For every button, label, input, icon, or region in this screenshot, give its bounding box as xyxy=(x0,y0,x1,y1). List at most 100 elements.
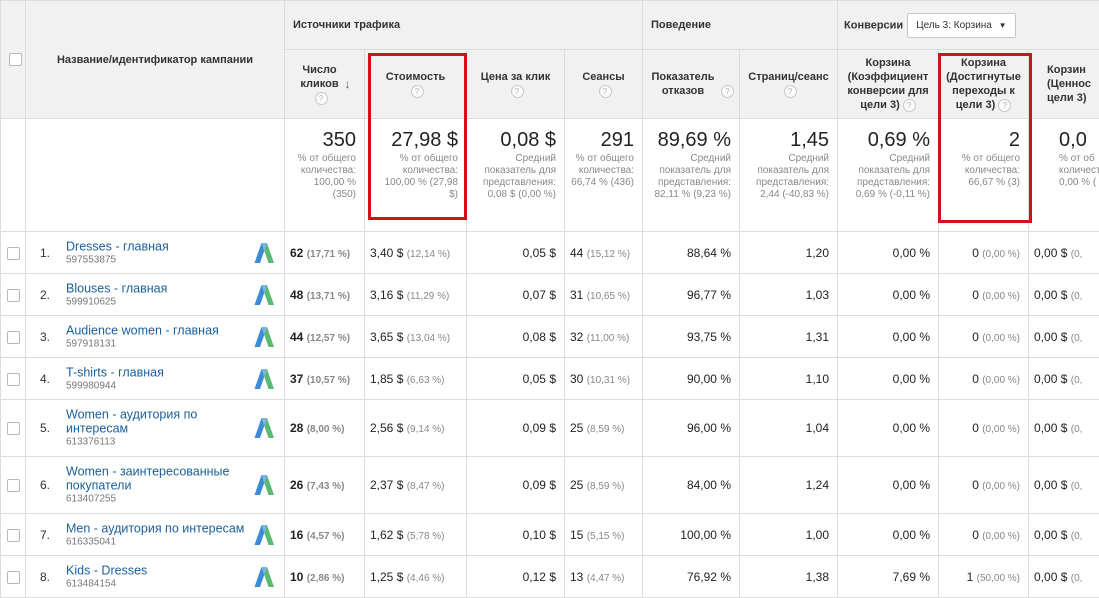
value-pct: (0, xyxy=(1071,531,1083,542)
bounce-value: 100,00 % xyxy=(680,528,731,542)
value-cell: 0,00 $ (0, xyxy=(1029,358,1099,400)
campaign-column-header[interactable]: Название/идентификатор кампании xyxy=(26,1,285,119)
total-cost-sub: % от общего количества: 100,00 % (27,98 … xyxy=(369,153,458,201)
row-index: 5. xyxy=(40,421,50,435)
row-checkbox-cell[interactable] xyxy=(1,232,26,274)
col-completions[interactable]: Корзина (Достигнутые переходы к цели 3)? xyxy=(939,50,1029,119)
campaign-id: 599910625 xyxy=(66,296,261,308)
campaign-id: 616335041 xyxy=(66,536,261,548)
totals-row: 350% от общего количества: 100,00 % (350… xyxy=(1,119,1099,232)
completions-cell: 0 (0,00 %) xyxy=(939,232,1029,274)
completions-value: 0 xyxy=(972,246,979,260)
conv-cell: 7,69 % xyxy=(838,556,939,598)
row-checkbox[interactable] xyxy=(7,247,20,260)
total-cost-value: 27,98 $ xyxy=(369,129,458,151)
cost-cell: 3,16 $ (11,29 %) xyxy=(365,274,467,316)
row-checkbox-cell[interactable] xyxy=(1,556,26,598)
clicks-cell: 48 (13,71 %) xyxy=(285,274,365,316)
campaign-link[interactable]: Blouses - главная xyxy=(66,281,261,295)
campaign-link[interactable]: T-shirts - главная xyxy=(66,365,261,379)
clicks-value: 16 xyxy=(290,528,303,542)
col-conv-rate[interactable]: Корзина (Коэффициент конверсии для цели … xyxy=(838,50,939,119)
row-checkbox-cell[interactable] xyxy=(1,457,26,514)
completions-cell: 0 (0,00 %) xyxy=(939,400,1029,457)
help-icon[interactable]: ? xyxy=(784,85,797,98)
goal-select[interactable]: Цель 3: Корзина ▼ xyxy=(907,13,1015,38)
row-checkbox[interactable] xyxy=(7,529,20,542)
campaign-id: 597553875 xyxy=(66,254,261,266)
row-checkbox-cell[interactable] xyxy=(1,400,26,457)
bounce-value: 93,75 % xyxy=(687,330,731,344)
conv-value: 0,00 % xyxy=(893,372,930,386)
select-all-cell[interactable] xyxy=(1,1,26,119)
clicks-cell: 44 (12,57 %) xyxy=(285,316,365,358)
value-value: 0,00 $ xyxy=(1034,478,1067,492)
value-value: 0,00 $ xyxy=(1034,372,1067,386)
campaign-link[interactable]: Kids - Dresses xyxy=(66,563,261,577)
cost-pct: (13,04 %) xyxy=(407,333,450,344)
help-icon[interactable]: ? xyxy=(903,99,916,112)
col-pages[interactable]: Страниц/сеанс? xyxy=(740,50,838,119)
col-cpc[interactable]: Цена за клик? xyxy=(467,50,565,119)
help-icon[interactable]: ? xyxy=(599,85,612,98)
row-checkbox[interactable] xyxy=(7,289,20,302)
row-checkbox[interactable] xyxy=(7,373,20,386)
sort-arrow-down-icon[interactable]: ↓ xyxy=(345,77,351,91)
row-checkbox-cell[interactable] xyxy=(1,514,26,556)
bounce-value: 96,77 % xyxy=(687,288,731,302)
campaign-link[interactable]: Men - аудитория по интересам xyxy=(66,521,261,535)
value-cell: 0,00 $ (0, xyxy=(1029,400,1099,457)
sessions-value: 25 xyxy=(570,421,583,435)
col-bounce[interactable]: Показатель отказов? xyxy=(643,50,740,119)
total-sessions-value: 291 xyxy=(569,129,634,151)
bounce-cell: 90,00 % xyxy=(643,358,740,400)
cost-value: 1,85 $ xyxy=(370,372,403,386)
clicks-pct: (17,71 %) xyxy=(307,249,350,260)
col-clicks[interactable]: Число кликов? ↓ xyxy=(285,50,365,119)
completions-cell: 0 (0,00 %) xyxy=(939,358,1029,400)
bounce-value: 96,00 % xyxy=(687,421,731,435)
help-icon[interactable]: ? xyxy=(411,85,424,98)
row-checkbox-cell[interactable] xyxy=(1,274,26,316)
col-sessions[interactable]: Сеансы? xyxy=(565,50,643,119)
row-checkbox[interactable] xyxy=(7,571,20,584)
campaign-link[interactable]: Audience women - главная xyxy=(66,323,261,337)
help-icon[interactable]: ? xyxy=(721,85,734,98)
campaign-link[interactable]: Dresses - главная xyxy=(66,239,261,253)
total-cost: 27,98 $% от общего количества: 100,00 % … xyxy=(365,119,467,232)
help-icon[interactable]: ? xyxy=(998,99,1011,112)
clicks-value: 28 xyxy=(290,421,303,435)
col-cost[interactable]: Стоимость? xyxy=(365,50,467,119)
row-checkbox[interactable] xyxy=(7,422,20,435)
clicks-cell: 16 (4,57 %) xyxy=(285,514,365,556)
select-all-checkbox[interactable] xyxy=(9,53,22,66)
sessions-pct: (11,00 %) xyxy=(587,333,630,344)
campaign-link[interactable]: Women - аудитория по интересам xyxy=(66,408,261,436)
row-checkbox-cell[interactable] xyxy=(1,358,26,400)
value-cell: 0,00 $ (0, xyxy=(1029,556,1099,598)
help-icon[interactable]: ? xyxy=(511,85,524,98)
sessions-value: 25 xyxy=(570,478,583,492)
help-icon[interactable]: ? xyxy=(315,92,328,105)
row-checkbox[interactable] xyxy=(7,331,20,344)
cpc-value: 0,09 $ xyxy=(523,478,556,492)
col-value[interactable]: Корзин (Ценнос цели 3) xyxy=(1029,50,1099,119)
row-checkbox-cell[interactable] xyxy=(1,316,26,358)
row-checkbox[interactable] xyxy=(7,479,20,492)
campaign-link[interactable]: Women - заинтересованные покупатели xyxy=(66,465,261,493)
clicks-pct: (12,57 %) xyxy=(307,333,350,344)
completions-cell: 0 (0,00 %) xyxy=(939,514,1029,556)
bounce-cell: 96,00 % xyxy=(643,400,740,457)
row-index: 3. xyxy=(40,330,50,344)
col-clicks-label: Число кликов xyxy=(299,63,341,91)
